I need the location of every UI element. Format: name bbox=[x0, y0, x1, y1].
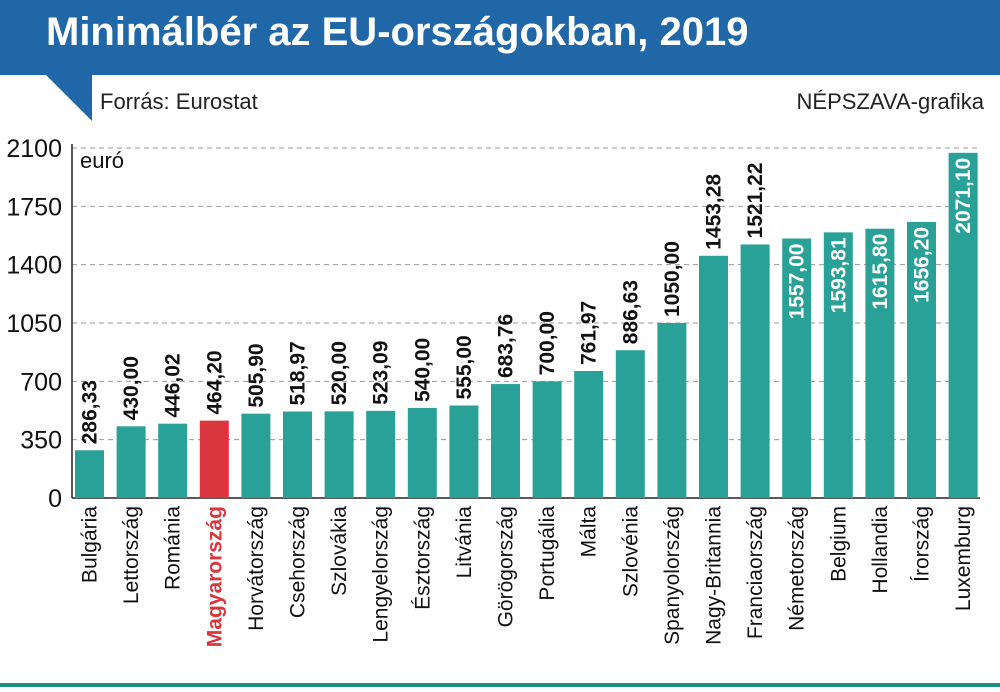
y-tick-label: 700 bbox=[20, 368, 62, 396]
bar-value-label: 1050,00 bbox=[661, 241, 684, 317]
bar bbox=[324, 411, 354, 498]
graphic-credit: NÉPSZAVA-grafika bbox=[796, 89, 984, 114]
bar bbox=[241, 413, 271, 498]
y-tick-label: 1750 bbox=[6, 193, 62, 221]
bar bbox=[615, 350, 645, 498]
bar-value-label: 886,63 bbox=[619, 280, 642, 344]
bar bbox=[449, 405, 479, 498]
bar-value-label: 430,00 bbox=[120, 356, 143, 420]
bar-value-label: 2071,10 bbox=[952, 158, 975, 234]
bar bbox=[740, 244, 770, 498]
bar bbox=[699, 255, 728, 498]
x-category-label: Szlovákia bbox=[328, 506, 351, 596]
x-category-label: Spanyolország bbox=[661, 506, 684, 645]
x-category-label: Magyarország bbox=[203, 506, 226, 647]
bar bbox=[657, 323, 687, 498]
bar bbox=[75, 450, 104, 498]
source-note: Forrás: Eurostat bbox=[100, 89, 258, 114]
x-category-label: Románia bbox=[162, 506, 185, 590]
bar-value-label: 1521,22 bbox=[744, 163, 767, 239]
x-category-label: Szlovénia bbox=[619, 506, 642, 597]
bar-value-label: 523,09 bbox=[370, 341, 393, 405]
header-bar: Minimálbér az EU-országokban, 2019 bbox=[0, 0, 1000, 75]
bar-value-label: 761,97 bbox=[578, 301, 601, 365]
bar bbox=[366, 410, 396, 498]
y-tick-label: 350 bbox=[20, 427, 62, 455]
bar bbox=[283, 411, 312, 498]
bar bbox=[907, 221, 936, 498]
x-category-label: Lengyelország bbox=[370, 506, 393, 643]
bar bbox=[199, 420, 229, 498]
bar-value-label: 1593,81 bbox=[827, 237, 850, 313]
x-category-label: Észtország bbox=[411, 506, 434, 610]
bar-value-label: 1656,20 bbox=[911, 227, 934, 303]
x-category-label: Hollandia bbox=[869, 506, 892, 594]
bar bbox=[116, 426, 146, 498]
bar bbox=[491, 384, 520, 498]
page-title: Minimálbér az EU-országokban, 2019 bbox=[46, 10, 749, 54]
y-tick-label: 1050 bbox=[6, 310, 62, 338]
bottom-rule bbox=[0, 683, 1000, 687]
x-category-label: Lettország bbox=[120, 506, 143, 604]
bar bbox=[532, 381, 562, 498]
bar bbox=[407, 408, 437, 498]
x-category-label: Málta bbox=[578, 506, 601, 558]
bar-value-label: 446,02 bbox=[162, 353, 185, 417]
x-category-label: Csehország bbox=[287, 506, 310, 618]
x-category-label: Luxemburg bbox=[952, 506, 975, 611]
y-unit-label: euró bbox=[80, 148, 124, 173]
x-category-label: Horvátország bbox=[245, 506, 268, 631]
bar-value-label: 555,00 bbox=[453, 335, 476, 399]
bar bbox=[823, 232, 853, 499]
x-category-label: Írország bbox=[911, 506, 934, 582]
bar-value-label: 683,76 bbox=[495, 314, 518, 378]
bar-value-label: 1615,80 bbox=[869, 234, 892, 310]
x-category-label: Görögország bbox=[495, 506, 518, 627]
bar bbox=[865, 228, 895, 498]
bar-value-label: 505,90 bbox=[245, 343, 268, 407]
y-tick-label: 2100 bbox=[6, 135, 62, 163]
x-category-label: Bulgária bbox=[79, 506, 102, 583]
x-category-label: Nagy-Britannia bbox=[703, 506, 726, 645]
bar-value-label: 1557,00 bbox=[786, 244, 809, 320]
x-category-label: Portugália bbox=[536, 506, 559, 601]
x-category-label: Franciaország bbox=[744, 506, 767, 639]
bar-value-label: 286,33 bbox=[79, 380, 102, 444]
x-category-label: Belgium bbox=[827, 506, 850, 582]
bar bbox=[782, 238, 812, 498]
header-tab-notch bbox=[46, 75, 92, 121]
bar-value-label: 520,00 bbox=[328, 341, 351, 405]
bar bbox=[574, 371, 604, 498]
x-category-label: Litvánia bbox=[453, 506, 476, 579]
y-tick-label: 0 bbox=[48, 485, 62, 513]
x-category-label: Németország bbox=[786, 506, 809, 631]
bar-value-label: 700,00 bbox=[536, 311, 559, 375]
y-tick-label: 1400 bbox=[6, 252, 62, 280]
bar-value-label: 540,00 bbox=[411, 338, 434, 402]
bar-value-label: 518,97 bbox=[287, 341, 310, 405]
bar-value-label: 464,20 bbox=[203, 350, 226, 414]
bar bbox=[948, 152, 978, 499]
bar bbox=[158, 423, 188, 498]
bar-value-label: 1453,28 bbox=[703, 174, 726, 250]
